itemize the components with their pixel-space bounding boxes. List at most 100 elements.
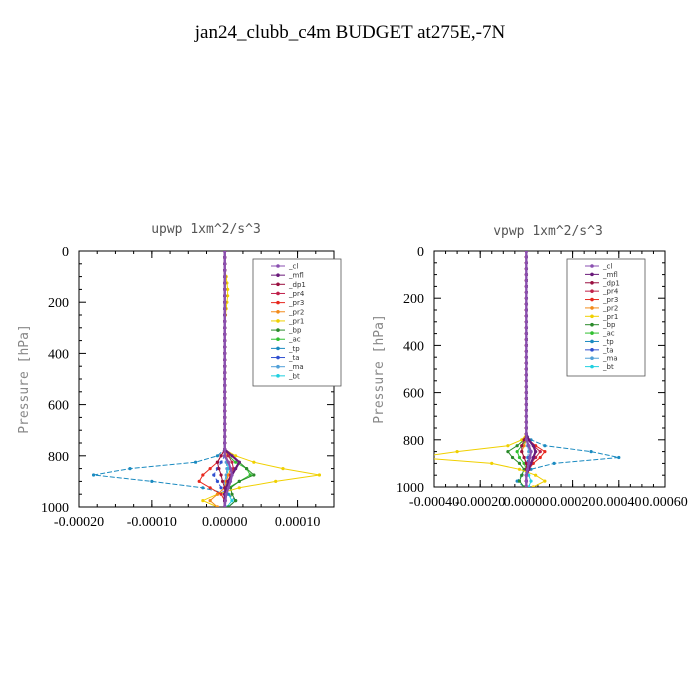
data-point-cl: [524, 343, 529, 347]
data-point-cl: [223, 390, 227, 394]
data-point-tp: [193, 460, 198, 464]
data-point-pr1: [252, 460, 256, 464]
data-point-pr1: [517, 467, 522, 471]
legend-marker: [276, 346, 280, 351]
data-point-cl: [524, 278, 529, 283]
data-point-bp: [515, 444, 519, 448]
legend-marker: [590, 348, 594, 352]
data-point-dp1: [219, 454, 223, 458]
y-tick-label: 600: [403, 387, 424, 402]
data-point-pr1: [543, 479, 547, 483]
data-point-cl: [226, 486, 230, 490]
legend-marker: [590, 339, 594, 344]
data-point-bp: [522, 467, 526, 471]
data-point-cl: [524, 267, 529, 271]
data-point-cl: [524, 355, 529, 359]
data-point-cl: [223, 255, 227, 259]
data-point-cl: [223, 383, 227, 387]
data-point-cl: [524, 320, 529, 324]
y-tick-label: 800: [403, 434, 424, 449]
data-point-cl: [524, 273, 529, 277]
legend-marker: [590, 297, 594, 302]
data-point-cl: [223, 319, 227, 323]
data-point-cl: [223, 396, 227, 400]
data-point-tp: [552, 461, 556, 465]
legend-marker: [590, 331, 594, 335]
data-point-bp: [510, 455, 515, 460]
data-point-mfl: [534, 450, 538, 454]
data-point-pr1: [520, 438, 524, 442]
legend-marker: [590, 356, 594, 361]
data-point-pr1: [234, 454, 238, 458]
data-point-pr2: [208, 499, 212, 503]
y-tick-label: 400: [48, 347, 69, 362]
data-point-mfl: [531, 455, 535, 460]
legend-entry: _ta: [288, 354, 300, 362]
legend-marker: [276, 319, 280, 323]
data-point-pr1: [226, 294, 230, 298]
data-point-bp: [506, 450, 510, 454]
legend-entry: _pr1: [288, 317, 304, 325]
data-point-cl: [524, 361, 529, 365]
legend-marker: [590, 306, 594, 310]
y-axis-label: Pressure [hPa]: [17, 324, 32, 434]
y-tick-label: 200: [403, 292, 424, 307]
data-point-cl: [223, 499, 228, 503]
data-point-cl: [223, 505, 227, 507]
data-point-bt: [529, 479, 533, 483]
legend-marker: [590, 264, 594, 268]
data-point-pr1: [281, 467, 285, 471]
legend-entry: _pr2: [602, 304, 618, 312]
data-point-cl: [524, 284, 529, 288]
data-point-cl: [525, 467, 530, 471]
data-point-ma: [224, 473, 228, 477]
data-point-pr1: [226, 287, 230, 291]
data-point-pr3: [219, 492, 223, 496]
x-tick-label: 0.00000: [202, 515, 248, 530]
data-point-pr2: [215, 505, 220, 507]
data-point-pr4: [226, 454, 230, 458]
data-point-pr4: [538, 450, 542, 454]
x-tick-label: 0.00000: [504, 495, 550, 510]
legend-marker: [590, 280, 594, 285]
legend-entry: _cl: [602, 263, 612, 271]
data-point-bp: [237, 479, 241, 483]
y-axis-label: Pressure [hPa]: [372, 314, 387, 424]
data-point-cl: [224, 492, 228, 496]
data-point-cl: [223, 447, 227, 451]
legend-marker: [590, 364, 594, 369]
data-point-dp1: [220, 479, 225, 483]
data-point-cl: [223, 351, 227, 355]
data-point-cl: [524, 426, 529, 430]
data-point-cl: [230, 473, 234, 477]
data-point-pr1: [225, 281, 229, 285]
data-point-cl: [223, 415, 227, 419]
legend-entry: _pr1: [602, 313, 618, 321]
data-point-cl: [524, 391, 529, 395]
legend-entry: _dp1: [288, 281, 306, 289]
data-point-cl: [524, 396, 529, 401]
data-point-tp: [589, 450, 593, 454]
legend-entry: _pr4: [288, 290, 305, 298]
data-point-cl: [223, 275, 227, 279]
data-point-cl: [527, 444, 531, 448]
data-point-cl: [524, 261, 529, 265]
data-point-pr2: [226, 473, 230, 477]
data-point-pr4: [230, 460, 234, 464]
data-point-cl: [223, 287, 227, 291]
y-tick-label: 200: [48, 296, 69, 311]
x-tick-label: -0.00040: [409, 495, 459, 510]
data-point-ac: [515, 450, 519, 454]
data-point-cl: [223, 422, 227, 426]
data-point-cl: [223, 300, 227, 304]
data-point-cl: [223, 313, 227, 317]
data-point-tp: [215, 454, 220, 458]
data-point-tp: [201, 486, 205, 490]
data-point-bp: [226, 505, 230, 507]
legend: _cl_mfl_dp1_pr4_pr3_pr2_pr1_bp_ac_tp_ta_…: [566, 258, 646, 377]
data-point-ac: [234, 460, 238, 464]
data-point-cl: [223, 326, 227, 330]
data-point-pr3: [543, 450, 547, 454]
data-point-mfl: [237, 460, 241, 464]
legend-marker: [590, 289, 594, 293]
